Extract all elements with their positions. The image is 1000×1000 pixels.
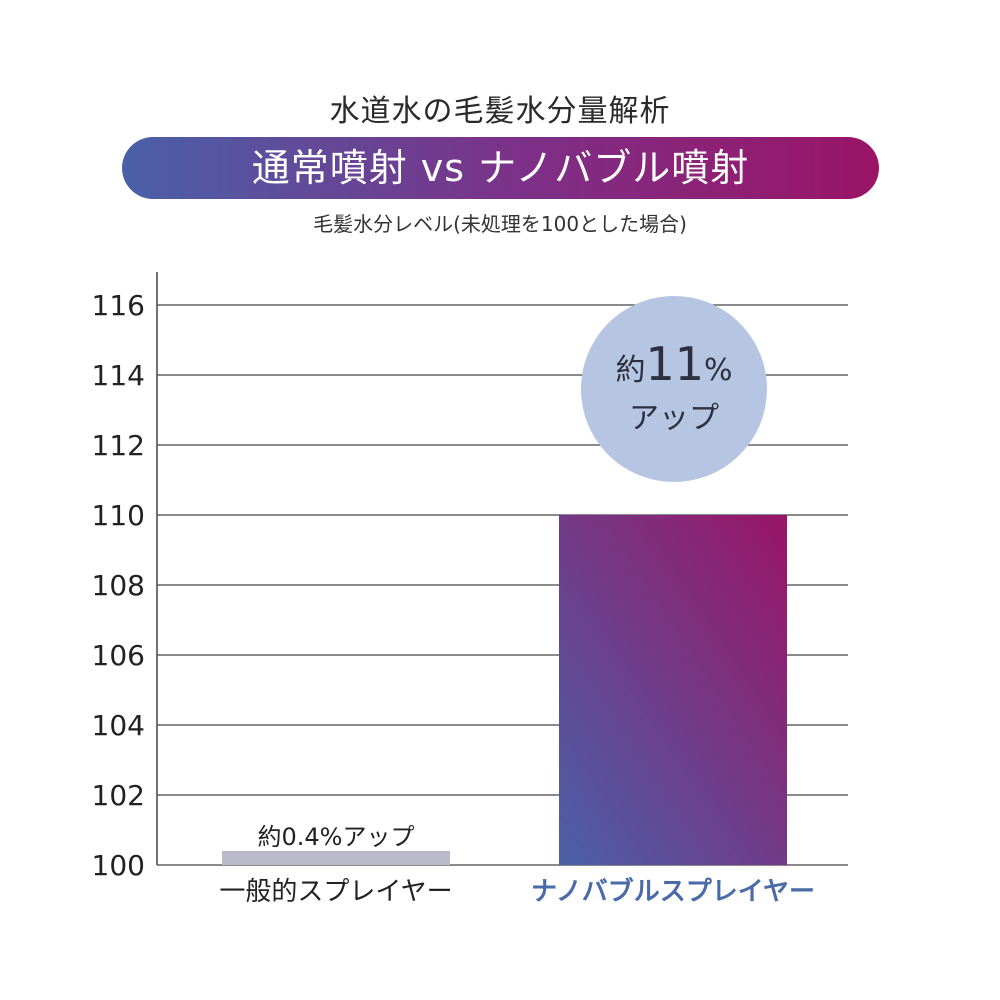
bubble-suffix: アップ [629,401,719,436]
y-tick-label: 108 [92,569,145,602]
y-tick-label: 102 [92,779,145,812]
y-tick-label: 104 [92,709,145,742]
bar-1-annotation: 約0.4%アップ [258,823,415,851]
y-tick-label: 110 [92,499,145,532]
increase-bubble: 約11% アップ [581,296,767,482]
bubble-value: 11 [645,337,705,391]
bar-1 [222,851,450,865]
y-tick-label: 106 [92,639,145,672]
x-category-label: 一般的スプレイヤー [219,877,452,907]
bubble-prefix: 約 [615,353,646,388]
y-tick-label: 112 [92,429,145,462]
bubble-unit: % [704,353,733,388]
y-tick-label: 114 [92,359,145,392]
y-tick-label: 100 [92,849,145,882]
comparison-banner: 通常噴射 vs ナノバブル噴射 [122,137,879,199]
chart-title: 水道水の毛髪水分量解析 [329,94,671,129]
chart-subtitle: 毛髪水分レベル(未処理を100とした場合) [313,212,687,236]
y-tick-label: 116 [92,289,145,322]
x-category-label: ナノバブルスプレイヤー [531,876,815,907]
bar-2 [559,515,787,865]
